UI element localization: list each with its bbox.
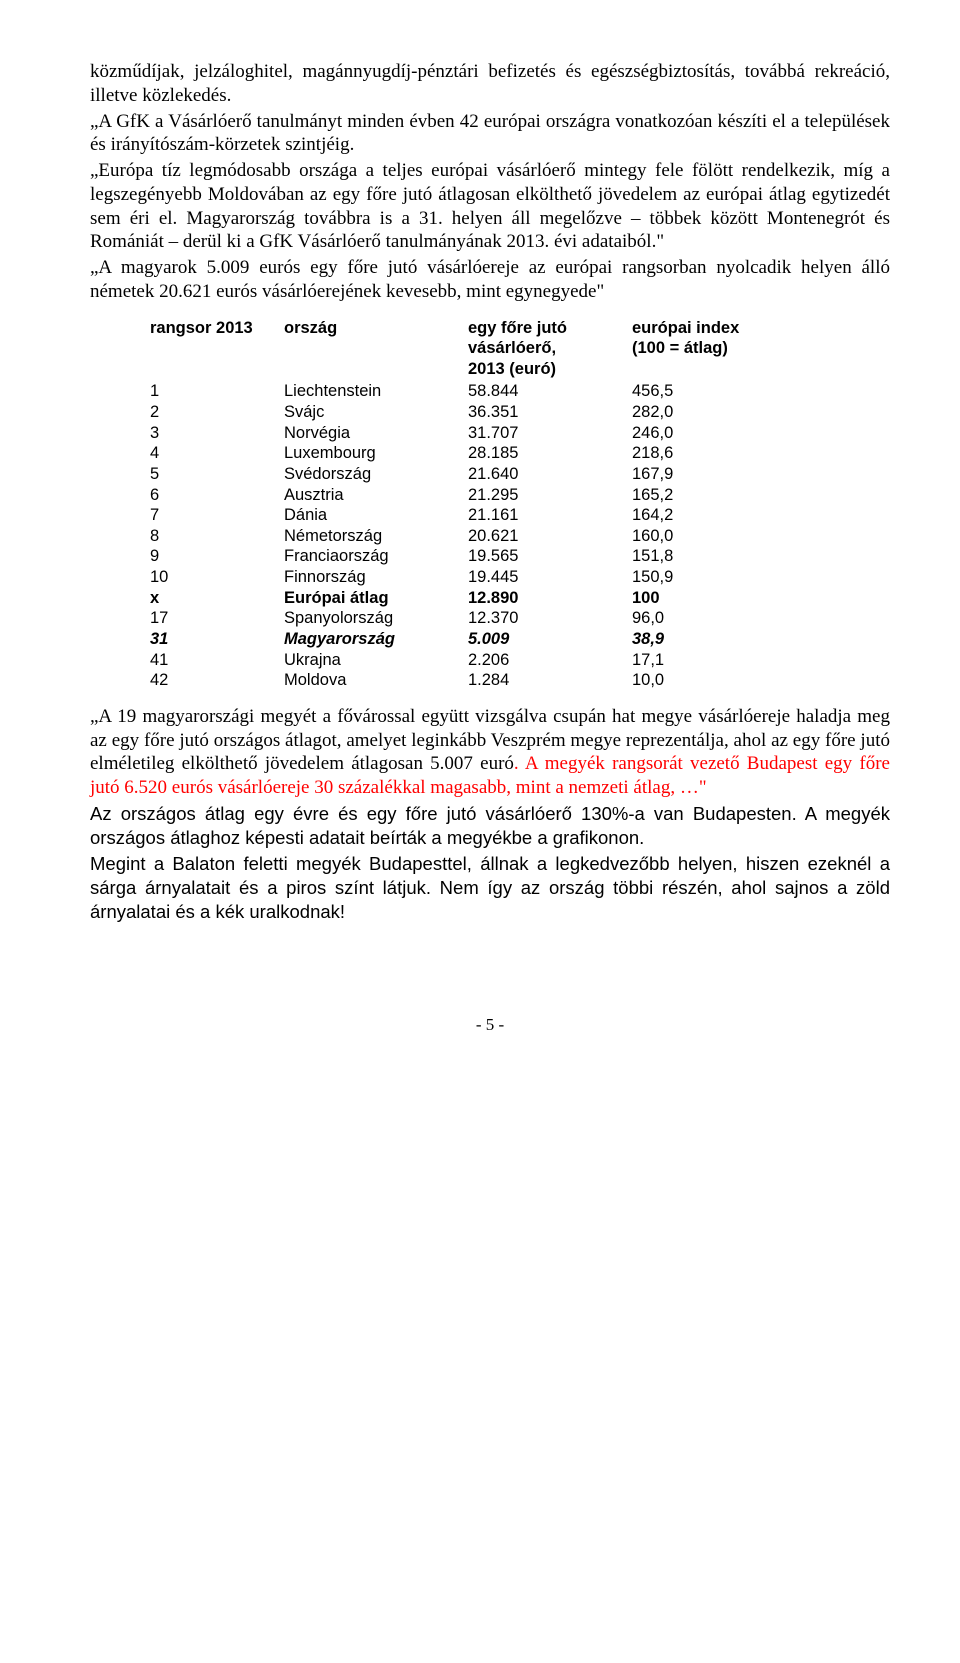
header-value-l2: vásárlóerő, xyxy=(468,339,556,357)
header-country: ország xyxy=(284,318,468,382)
table-row: 31Magyarország5.00938,9 xyxy=(150,629,796,650)
table-cell-index: 282,0 xyxy=(632,402,796,423)
table-cell-country: Dánia xyxy=(284,505,468,526)
table-cell-country: Spanyolország xyxy=(284,608,468,629)
table-cell-value: 19.565 xyxy=(468,546,632,567)
table-cell-index: 167,9 xyxy=(632,464,796,485)
table-cell-country: Európai átlag xyxy=(284,588,468,609)
table-cell-index: 165,2 xyxy=(632,485,796,506)
header-value-l1: egy főre jutó xyxy=(468,319,567,337)
paragraph-5: „A 19 magyarországi megyét a fővárossal … xyxy=(90,705,890,800)
table-row: 6Ausztria21.295165,2 xyxy=(150,485,796,506)
purchasing-power-table: rangsor 2013 ország egy főre jutó vásárl… xyxy=(150,318,796,691)
table-cell-value: 20.621 xyxy=(468,526,632,547)
header-value: egy főre jutó vásárlóerő, 2013 (euró) xyxy=(468,318,632,382)
table-cell-rank: 1 xyxy=(150,381,284,402)
paragraph-2: „A GfK a Vásárlóerő tanulmányt minden év… xyxy=(90,110,890,158)
table-cell-value: 31.707 xyxy=(468,423,632,444)
header-index: európai index (100 = átlag) xyxy=(632,318,796,382)
table-cell-index: 456,5 xyxy=(632,381,796,402)
table-cell-country: Svédország xyxy=(284,464,468,485)
table-cell-value: 21.295 xyxy=(468,485,632,506)
table-cell-value: 12.890 xyxy=(468,588,632,609)
table-cell-country: Moldova xyxy=(284,670,468,691)
header-index-l2: (100 = átlag) xyxy=(632,339,728,357)
paragraph-4: „A magyarok 5.009 eurós egy főre jutó vá… xyxy=(90,256,890,304)
table-cell-index: 218,6 xyxy=(632,443,796,464)
page-number: - 5 - xyxy=(90,1014,890,1035)
table-cell-rank: 2 xyxy=(150,402,284,423)
table-cell-value: 21.161 xyxy=(468,505,632,526)
header-index-l1: európai index xyxy=(632,319,739,337)
paragraph-7: Megint a Balaton feletti megyék Budapest… xyxy=(90,852,890,924)
table-cell-country: Franciaország xyxy=(284,546,468,567)
table-cell-value: 5.009 xyxy=(468,629,632,650)
header-value-l3: 2013 (euró) xyxy=(468,360,556,378)
table-row: 1Liechtenstein58.844456,5 xyxy=(150,381,796,402)
table-cell-country: Ausztria xyxy=(284,485,468,506)
table-cell-rank: 8 xyxy=(150,526,284,547)
table-body: 1Liechtenstein58.844456,52Svájc36.351282… xyxy=(150,381,796,690)
table-cell-rank: 4 xyxy=(150,443,284,464)
table-cell-value: 12.370 xyxy=(468,608,632,629)
table-row: 17Spanyolország12.37096,0 xyxy=(150,608,796,629)
table-cell-country: Magyarország xyxy=(284,629,468,650)
table-row: 9Franciaország19.565151,8 xyxy=(150,546,796,567)
table-row: 10Finnország19.445150,9 xyxy=(150,567,796,588)
table-cell-country: Luxembourg xyxy=(284,443,468,464)
table-cell-rank: 42 xyxy=(150,670,284,691)
table-cell-rank: x xyxy=(150,588,284,609)
table-cell-index: 151,8 xyxy=(632,546,796,567)
paragraph-6: Az országos átlag egy évre és egy főre j… xyxy=(90,802,890,850)
table-row: 42Moldova1.28410,0 xyxy=(150,670,796,691)
table-cell-rank: 3 xyxy=(150,423,284,444)
table-row: 5Svédország21.640167,9 xyxy=(150,464,796,485)
table-cell-country: Németország xyxy=(284,526,468,547)
table-cell-rank: 7 xyxy=(150,505,284,526)
table-cell-rank: 5 xyxy=(150,464,284,485)
header-rank: rangsor 2013 xyxy=(150,318,284,382)
table-cell-value: 19.445 xyxy=(468,567,632,588)
table-cell-rank: 10 xyxy=(150,567,284,588)
table-cell-rank: 9 xyxy=(150,546,284,567)
table-cell-index: 100 xyxy=(632,588,796,609)
table-cell-index: 160,0 xyxy=(632,526,796,547)
table-cell-rank: 41 xyxy=(150,650,284,671)
table-cell-country: Finnország xyxy=(284,567,468,588)
table-cell-country: Ukrajna xyxy=(284,650,468,671)
table-cell-rank: 17 xyxy=(150,608,284,629)
table-cell-index: 17,1 xyxy=(632,650,796,671)
table-cell-rank: 31 xyxy=(150,629,284,650)
table-cell-country: Svájc xyxy=(284,402,468,423)
table-row: xEurópai átlag12.890100 xyxy=(150,588,796,609)
table-row: 4Luxembourg28.185218,6 xyxy=(150,443,796,464)
table-cell-rank: 6 xyxy=(150,485,284,506)
table-cell-index: 150,9 xyxy=(632,567,796,588)
table-cell-country: Norvégia xyxy=(284,423,468,444)
paragraph-1: közműdíjak, jelzáloghitel, magánnyugdíj-… xyxy=(90,60,890,108)
table-row: 8Németország20.621160,0 xyxy=(150,526,796,547)
table-cell-index: 164,2 xyxy=(632,505,796,526)
table-cell-value: 1.284 xyxy=(468,670,632,691)
table-cell-index: 246,0 xyxy=(632,423,796,444)
table-cell-value: 21.640 xyxy=(468,464,632,485)
table-cell-index: 38,9 xyxy=(632,629,796,650)
table-cell-value: 2.206 xyxy=(468,650,632,671)
table-cell-index: 96,0 xyxy=(632,608,796,629)
table-cell-value: 36.351 xyxy=(468,402,632,423)
table-row: 41Ukrajna2.20617,1 xyxy=(150,650,796,671)
table-row: 2Svájc36.351282,0 xyxy=(150,402,796,423)
table-row: 3Norvégia31.707246,0 xyxy=(150,423,796,444)
table-cell-country: Liechtenstein xyxy=(284,381,468,402)
table-cell-index: 10,0 xyxy=(632,670,796,691)
paragraph-3: „Európa tíz legmódosabb országa a teljes… xyxy=(90,159,890,254)
table-cell-value: 58.844 xyxy=(468,381,632,402)
table-row: 7Dánia21.161164,2 xyxy=(150,505,796,526)
table-cell-value: 28.185 xyxy=(468,443,632,464)
